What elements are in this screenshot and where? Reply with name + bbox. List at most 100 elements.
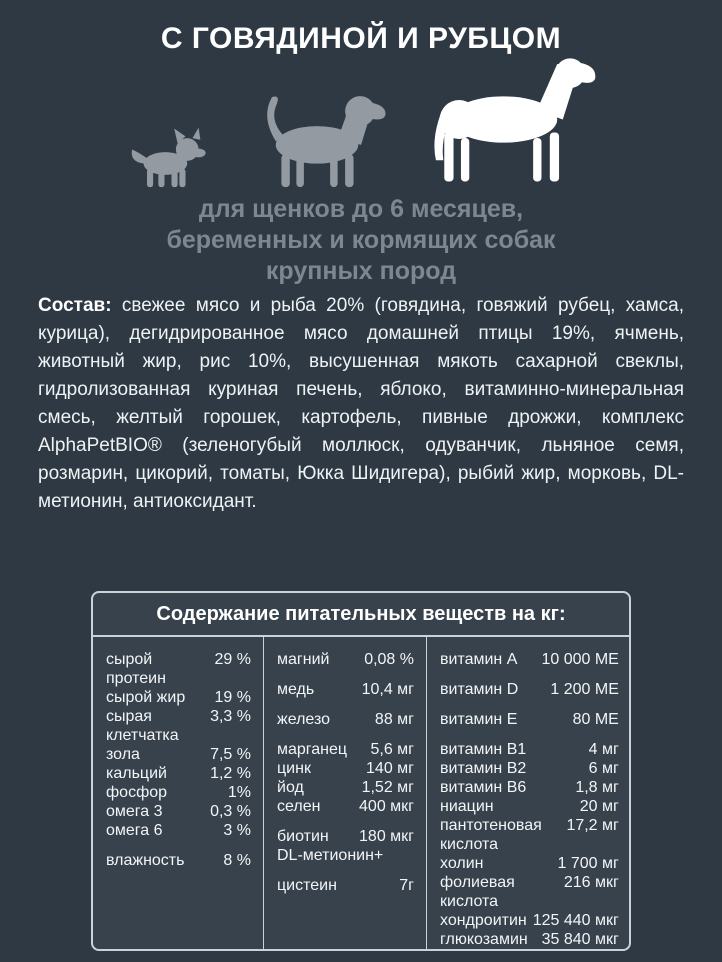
nutrient-label: магний: [277, 651, 330, 668]
nutrient-value: 10,4 мг: [361, 681, 414, 698]
nutrient-value: 125 440 мкг: [532, 912, 619, 929]
nutrient-row: омега 3 0,3 %: [106, 802, 251, 821]
nutrient-row: витамин B1 4 мг: [440, 740, 619, 759]
nutrition-table-body: сырой протеин 29 % сырой жир 19 % сырая клет…: [93, 637, 629, 949]
nutrition-table: Содержание питательных веществ на кг: сы…: [91, 591, 631, 951]
nutrient-label: биотин: [277, 828, 329, 845]
nutrient-label: витамин D: [440, 681, 519, 698]
nutrient-value: 3 %: [223, 822, 251, 839]
nutrient-value: 3,3 %: [210, 708, 251, 725]
nutrient-row: цинк 140 мг: [277, 759, 414, 778]
nutrient-value: 88 мг: [374, 711, 414, 728]
nutrient-label: омега 6: [106, 822, 163, 839]
nutrient-value: 80 МЕ: [572, 711, 619, 728]
nutrient-value: 19 %: [214, 689, 251, 706]
nutrient-row: сырой протеин 29 %: [106, 650, 251, 688]
nutrient-row: марганец 5,6 мг: [277, 740, 414, 759]
nutrient-value: 4 мг: [588, 741, 619, 758]
nutrient-value: 1 700 мг: [557, 855, 619, 872]
nutrient-value: 10 000 МЕ: [541, 651, 619, 668]
nutrient-value: 1,2 %: [210, 765, 251, 782]
nutrient-value: 17,2 мг: [566, 817, 619, 834]
nutrient-value: 6 мг: [588, 760, 619, 777]
nutrient-label: витамин B2: [440, 760, 527, 777]
nutrient-label: сырой жир: [106, 689, 186, 706]
nutrient-value: 8 %: [223, 852, 251, 869]
nutrient-label: витамин A: [440, 651, 518, 668]
page-title: С ГОВЯДИНОЙ И РУБЦОМ: [160, 22, 562, 55]
nutrient-row: селен 400 мкг: [277, 797, 414, 816]
nutrient-row: железо 88 мг: [277, 710, 414, 729]
nutrient-row: DL-метионин+: [277, 846, 414, 865]
nutrient-label: витамин B1: [440, 741, 527, 758]
nutrient-value: 35 840 мкг: [541, 931, 619, 948]
nutrient-row: витамин A 10 000 МЕ: [440, 650, 619, 669]
nutrient-label: витамин B6: [440, 779, 527, 796]
nutrient-label: цистеин: [277, 877, 337, 894]
nutrient-label: омега 3: [106, 803, 163, 820]
nutrient-label: зола: [106, 746, 140, 763]
nutrient-label: селен: [277, 798, 321, 815]
nutrient-label: фосфор: [106, 784, 168, 801]
nutrition-column-2: магний 0,08 % медь 10,4 мг железо 88 мг марган…: [263, 637, 426, 949]
composition-body: свежее мясо и рыба 20% (говядина, говяжи…: [38, 295, 685, 512]
nutrient-value: 0,3 %: [210, 803, 251, 820]
nutrient-value: 7г: [399, 877, 414, 894]
medium-dog-icon: [267, 96, 386, 188]
nutrient-label: марганец: [277, 741, 348, 758]
nutrient-row: витамин B2 6 мг: [440, 759, 619, 778]
nutrient-row: фосфор 1%: [106, 783, 251, 802]
nutrient-value: 140 мг: [366, 760, 414, 777]
nutrient-row: глюкозамин 35 840 мкг: [440, 930, 619, 949]
nutrient-value: 7,5 %: [210, 746, 251, 763]
nutrient-row: медь 10,4 мг: [277, 680, 414, 699]
nutrient-value: 1%: [227, 784, 251, 801]
nutrient-label: влажность: [106, 852, 185, 869]
nutrient-label: сырая клетчатка: [106, 708, 179, 744]
large-dog-icon: [434, 58, 596, 182]
nutrient-label: цинк: [277, 760, 311, 777]
nutrient-label: ниацин: [440, 798, 494, 815]
nutrient-row: витамин E 80 МЕ: [440, 710, 619, 729]
nutrient-row: пантотеновая кислота 17,2 мг: [440, 816, 619, 854]
nutrient-value: 20 мг: [579, 798, 619, 815]
subtitle: для щенков до 6 месяцев, беременных и ко…: [166, 195, 556, 285]
nutrient-label: йод: [277, 779, 304, 796]
nutrient-row: влажность 8 %: [106, 851, 251, 870]
nutrient-row: биотин 180 мкг: [277, 827, 414, 846]
nutrition-column-1: сырой протеин 29 % сырой жир 19 % сырая клет…: [93, 637, 263, 949]
nutrient-label: медь: [277, 681, 315, 698]
nutrient-value: 400 мкг: [359, 798, 414, 815]
nutrient-label: пантотеновая кислота: [440, 817, 542, 853]
nutrient-row: зола 7,5 %: [106, 745, 251, 764]
nutrient-label: холин: [440, 855, 484, 872]
nutrient-row: цистеин 7г: [277, 876, 414, 895]
nutrient-row: ниацин 20 мг: [440, 797, 619, 816]
nutrient-value: 1,8 мг: [575, 779, 619, 796]
nutrition-table-title: Содержание питательных веществ на кг:: [93, 593, 629, 637]
nutrient-value: 1,52 мг: [361, 779, 414, 796]
nutrient-label: кальций: [106, 765, 167, 782]
nutrient-row: сырая клетчатка 3,3 %: [106, 707, 251, 745]
nutrient-row: омега 6 3 %: [106, 821, 251, 840]
nutrient-row: сырой жир 19 %: [106, 688, 251, 707]
nutrient-value: 1 200 МЕ: [550, 681, 619, 698]
nutrient-label: DL-метионин+: [277, 847, 384, 864]
nutrient-label: витамин E: [440, 711, 518, 728]
nutrient-label: железо: [277, 711, 331, 728]
nutrient-row: витамин B6 1,8 мг: [440, 778, 619, 797]
nutrient-row: йод 1,52 мг: [277, 778, 414, 797]
nutrient-row: магний 0,08 %: [277, 650, 414, 669]
nutrient-value: 5,6 мг: [370, 741, 414, 758]
nutrient-row: витамин D 1 200 МЕ: [440, 680, 619, 699]
small-dog-icon: [131, 127, 206, 188]
nutrient-label: фолиевая кислота: [440, 874, 515, 910]
nutrient-value: 216 мкг: [563, 874, 619, 891]
nutrient-value: 180 мкг: [359, 828, 414, 845]
composition-text: Состав: свежее мясо и рыба 20% (говядина…: [38, 292, 684, 516]
nutrient-value: 29 %: [214, 651, 251, 668]
composition-label: Состав:: [38, 295, 112, 316]
nutrient-value: 0,08 %: [364, 651, 414, 668]
